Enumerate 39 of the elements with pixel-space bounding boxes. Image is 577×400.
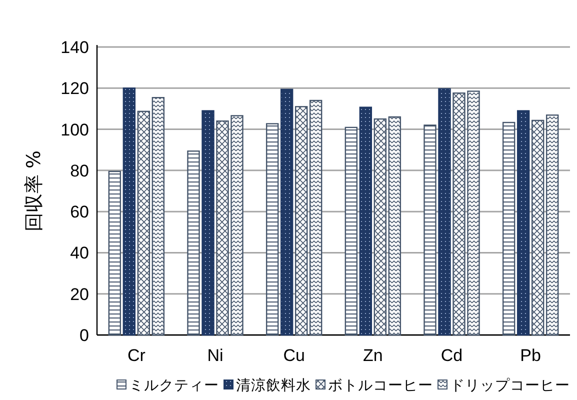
bar <box>546 114 559 336</box>
bar <box>374 118 387 336</box>
bar <box>309 100 322 336</box>
x-tick-label: Cr <box>127 346 146 365</box>
bar <box>344 126 358 336</box>
bar <box>266 123 279 336</box>
legend-label: ドリップコーヒー <box>450 377 570 394</box>
y-tick-label: 40 <box>70 244 89 263</box>
y-tick-label: 20 <box>70 284 89 304</box>
bar <box>502 122 516 336</box>
bar <box>202 110 214 336</box>
x-tick-label: Ni <box>207 346 224 365</box>
y-axis-title: 回収率 % <box>23 150 45 232</box>
x-tick-label: Zn <box>362 346 383 365</box>
bar <box>152 97 165 336</box>
bar <box>122 88 136 336</box>
bar <box>137 110 150 336</box>
y-tick-label: 0 <box>80 326 89 345</box>
bar <box>108 170 122 336</box>
bar <box>280 88 294 336</box>
y-tick-label: 80 <box>70 161 89 180</box>
legend-label: ボトルコーヒー <box>328 378 433 394</box>
bar <box>516 110 530 336</box>
legend-label: 清涼飲料水 <box>236 377 311 394</box>
bar <box>388 116 402 336</box>
y-tick-label: 60 <box>70 202 89 222</box>
bar <box>359 106 372 336</box>
x-tick-label: Cd <box>440 346 463 365</box>
bar <box>438 88 451 336</box>
bar <box>531 120 544 336</box>
y-tick-label: 100 <box>60 120 89 140</box>
bar <box>294 106 308 336</box>
x-tick-label: Cu <box>283 346 305 365</box>
bar <box>424 124 436 336</box>
y-tick-label: 140 <box>60 38 89 57</box>
legend-label: ミルクティー <box>129 378 219 394</box>
y-tick-label: 120 <box>60 79 89 98</box>
bar <box>187 150 200 336</box>
x-tick-label: Pb <box>520 346 541 365</box>
